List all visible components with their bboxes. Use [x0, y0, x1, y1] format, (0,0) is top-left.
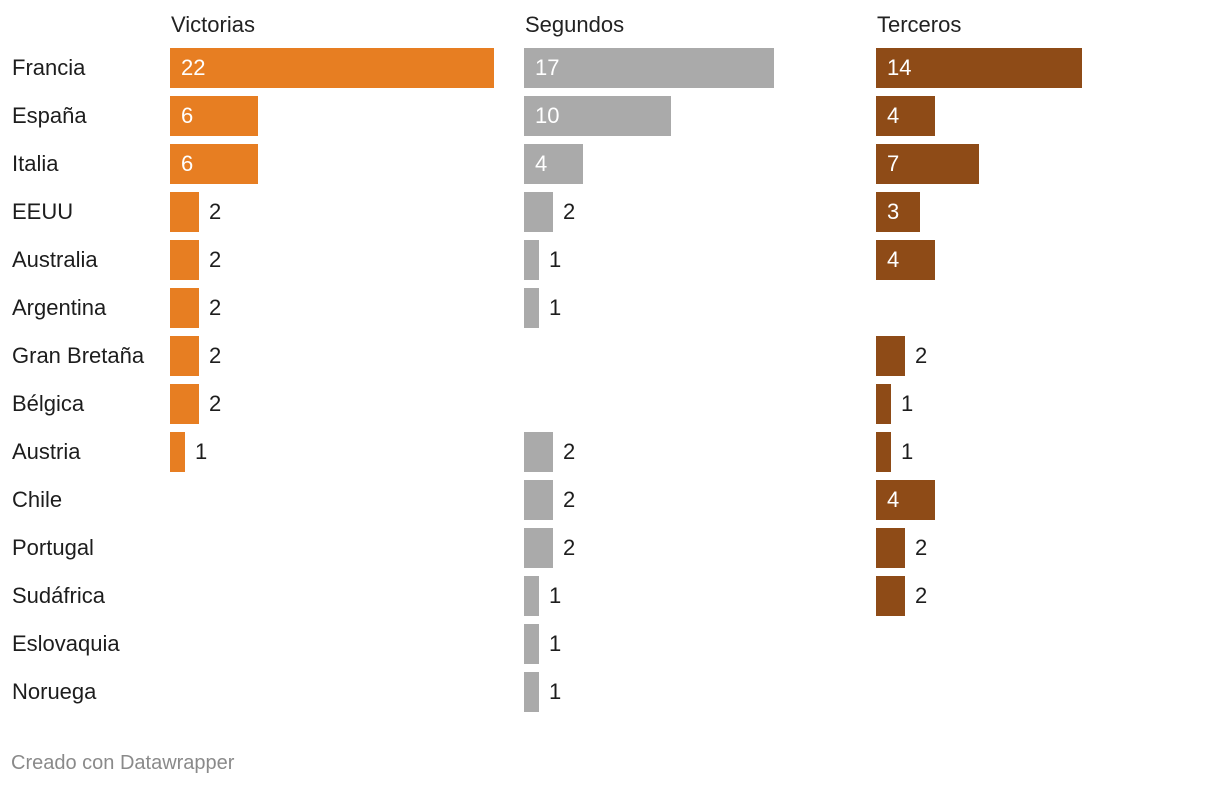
- value-label-victorias-belgica: 2: [209, 391, 222, 416]
- bar-segundos-eslovaquia: [524, 624, 539, 664]
- row-label-italia: Italia: [12, 151, 59, 176]
- column-header-terceros: Terceros: [877, 12, 962, 37]
- value-label-segundos-eslovaquia: 1: [549, 631, 562, 656]
- row-label-gran-bretana: Gran Bretaña: [12, 343, 145, 368]
- footer-credit: Creado con Datawrapper: [11, 752, 235, 774]
- row-label-francia: Francia: [12, 55, 86, 80]
- row-label-eslovaquia: Eslovaquia: [12, 631, 120, 656]
- bar-segundos-francia: [524, 48, 774, 88]
- bar-segundos-argentina: [524, 288, 539, 328]
- bar-segundos-portugal: [524, 528, 553, 568]
- value-label-terceros-espana: 4: [887, 103, 900, 128]
- value-label-terceros-australia: 4: [887, 247, 900, 272]
- bar-terceros-sudafrica: [876, 576, 905, 616]
- value-label-segundos-australia: 1: [549, 247, 562, 272]
- value-label-segundos-austria: 2: [563, 439, 576, 464]
- value-label-terceros-eeuu: 3: [887, 199, 900, 224]
- value-label-segundos-francia: 17: [535, 55, 560, 80]
- bar-victorias-italia: [170, 144, 258, 184]
- value-label-terceros-sudafrica: 2: [915, 583, 928, 608]
- row-label-espana: España: [12, 103, 87, 128]
- value-label-segundos-portugal: 2: [563, 535, 576, 560]
- row-label-argentina: Argentina: [12, 295, 107, 320]
- bar-segundos-sudafrica: [524, 576, 539, 616]
- row-label-austria: Austria: [12, 439, 81, 464]
- value-label-terceros-chile: 4: [887, 487, 900, 512]
- bar-victorias-australia: [170, 240, 199, 280]
- row-label-noruega: Noruega: [12, 679, 97, 704]
- value-label-segundos-sudafrica: 1: [549, 583, 562, 608]
- value-label-terceros-austria: 1: [901, 439, 914, 464]
- bar-terceros-australia: [876, 240, 935, 280]
- row-label-sudafrica: Sudáfrica: [12, 583, 105, 608]
- bar-terceros-eeuu: [876, 192, 920, 232]
- bar-segundos-espana: [524, 96, 671, 136]
- bar-terceros-espana: [876, 96, 935, 136]
- bar-terceros-austria: [876, 432, 891, 472]
- value-label-segundos-argentina: 1: [549, 295, 562, 320]
- bar-terceros-francia: [876, 48, 1082, 88]
- bar-terceros-chile: [876, 480, 935, 520]
- row-label-portugal: Portugal: [12, 535, 94, 560]
- bar-segundos-noruega: [524, 672, 539, 712]
- value-label-segundos-italia: 4: [535, 151, 548, 176]
- bar-terceros-italia: [876, 144, 979, 184]
- value-label-segundos-eeuu: 2: [563, 199, 576, 224]
- bar-segundos-chile: [524, 480, 553, 520]
- bar-terceros-belgica: [876, 384, 891, 424]
- bar-victorias-argentina: [170, 288, 199, 328]
- bar-terceros-portugal: [876, 528, 905, 568]
- bar-victorias-austria: [170, 432, 185, 472]
- value-label-victorias-argentina: 2: [209, 295, 222, 320]
- bar-victorias-gran-bretana: [170, 336, 199, 376]
- value-label-victorias-austria: 1: [195, 439, 208, 464]
- value-label-terceros-italia: 7: [887, 151, 900, 176]
- bar-segundos-austria: [524, 432, 553, 472]
- bar-terceros-gran-bretana: [876, 336, 905, 376]
- bar-victorias-francia: [170, 48, 494, 88]
- bar-victorias-eeuu: [170, 192, 199, 232]
- bar-victorias-espana: [170, 96, 258, 136]
- value-label-victorias-francia: 22: [181, 55, 206, 80]
- row-label-australia: Australia: [12, 247, 98, 272]
- row-label-eeuu: EEUU: [12, 199, 74, 224]
- column-header-victorias: Victorias: [171, 12, 255, 37]
- value-label-victorias-italia: 6: [181, 151, 194, 176]
- row-label-chile: Chile: [12, 487, 63, 512]
- value-label-segundos-espana: 10: [535, 103, 560, 128]
- value-label-terceros-belgica: 1: [901, 391, 914, 416]
- bar-segundos-italia: [524, 144, 583, 184]
- value-label-terceros-gran-bretana: 2: [915, 343, 928, 368]
- value-label-victorias-espana: 6: [181, 103, 194, 128]
- value-label-terceros-francia: 14: [887, 55, 912, 80]
- value-label-victorias-eeuu: 2: [209, 199, 222, 224]
- column-header-segundos: Segundos: [525, 12, 625, 37]
- bar-segundos-eeuu: [524, 192, 553, 232]
- value-label-victorias-gran-bretana: 2: [209, 343, 222, 368]
- value-label-terceros-portugal: 2: [915, 535, 928, 560]
- bar-segundos-australia: [524, 240, 539, 280]
- value-label-segundos-noruega: 1: [549, 679, 562, 704]
- row-label-belgica: Bélgica: [12, 391, 85, 416]
- value-label-victorias-australia: 2: [209, 247, 222, 272]
- value-label-segundos-chile: 2: [563, 487, 576, 512]
- bar-victorias-belgica: [170, 384, 199, 424]
